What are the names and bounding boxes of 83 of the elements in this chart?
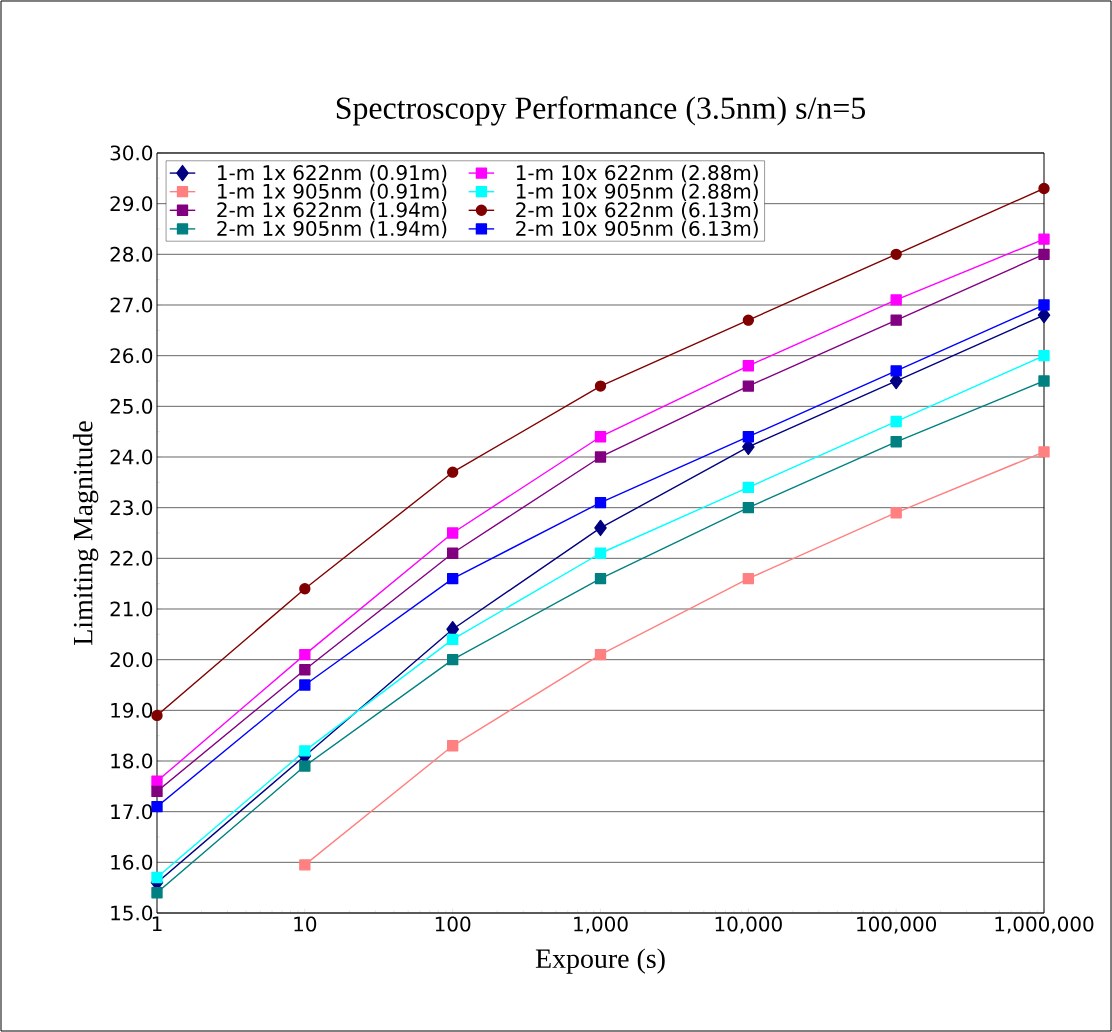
point (151, 887, 163, 899)
y-tick-label: 30.0 (110, 145, 153, 161)
y-tick-label: 17.0 (111, 804, 153, 820)
y-tick-label: 22.0 (110, 550, 153, 566)
point (890, 365, 902, 377)
y-tick-label: 20.0 (110, 652, 153, 668)
point (890, 415, 902, 428)
point (742, 314, 755, 326)
point (151, 785, 163, 798)
point (299, 583, 311, 595)
x-tick-label: 10,000 (715, 916, 782, 934)
point (299, 648, 311, 661)
point (594, 496, 607, 509)
legend-label: 1-m 10x 622nm (2.88m) (516, 164, 758, 183)
point (1038, 349, 1050, 362)
point (299, 679, 311, 691)
y-tick-label: 27.0 (110, 297, 153, 313)
point (742, 481, 755, 494)
point (742, 431, 755, 443)
point (1038, 182, 1050, 195)
point (594, 572, 607, 585)
point (1038, 299, 1050, 311)
point (151, 800, 163, 813)
y-tick-label: 25.0 (110, 398, 153, 414)
point (594, 547, 607, 559)
point (594, 431, 607, 443)
x-tick-label: 1,000,000 (995, 916, 1094, 934)
y-tick-label: 19.0 (111, 702, 153, 718)
point (594, 648, 607, 661)
point (446, 466, 459, 478)
chart-title: Spectroscopy Performance (3.5nm) s/n=5 (336, 96, 865, 126)
point (742, 572, 755, 585)
y-tick-label: 28.0 (110, 246, 153, 262)
point (594, 380, 607, 392)
point (151, 709, 163, 722)
point (446, 547, 459, 559)
point (890, 436, 902, 448)
point (1038, 446, 1050, 458)
x-tick-label: 100,000 (857, 916, 937, 934)
point (742, 360, 755, 372)
point (594, 451, 607, 463)
point (1038, 233, 1050, 245)
legend-label: 1-m 10x 905nm (2.88m) (516, 183, 758, 202)
point (890, 507, 902, 519)
legend-label: 2-m 1x 905nm (1.94m) (217, 220, 447, 239)
point (446, 572, 459, 585)
y-tick-label: 23.0 (110, 500, 153, 516)
point (594, 519, 607, 537)
legend-label: 2-m 1x 622nm (1.94m) (217, 201, 447, 220)
x-axis-title: Expoure (s) (535, 948, 665, 974)
y-tick-label: 24.0 (110, 449, 153, 465)
point (299, 664, 311, 676)
x-tick-label: 1,000 (574, 916, 628, 934)
point (151, 871, 163, 884)
legend-label: 2-m 10x 622nm (6.13m) (516, 201, 758, 220)
point (1038, 375, 1050, 387)
y-tick-label: 29.0 (110, 196, 153, 212)
legend-label: 2-m 10x 905nm (6.13m) (516, 220, 758, 239)
y-tick-label: 18.0 (111, 753, 153, 769)
point (446, 527, 459, 539)
point (299, 760, 311, 772)
y-tick-label: 15.0 (111, 905, 153, 921)
point (742, 380, 755, 392)
y-tick-label: 16.0 (111, 854, 153, 870)
y-tick-label: 26.0 (110, 348, 153, 364)
y-tick-label: 21.0 (110, 601, 153, 617)
point (299, 745, 311, 757)
legend-label: 1-m 1x 905nm (0.91m) (218, 183, 447, 202)
y-axis-title: Limiting Magnitude (72, 421, 99, 645)
point (890, 248, 902, 261)
x-tick-label: 10 (294, 916, 317, 932)
x-tick-label: 100 (435, 916, 471, 932)
point (299, 859, 311, 871)
legend-label: 1-m 1x 622nm (0.91m) (218, 164, 447, 183)
point (890, 314, 902, 326)
point (151, 775, 163, 787)
point (446, 633, 459, 646)
point (890, 294, 902, 306)
point (446, 653, 459, 666)
point (446, 740, 459, 752)
point (742, 501, 755, 514)
x-tick-label: 1 (152, 916, 162, 932)
point (1038, 248, 1050, 261)
